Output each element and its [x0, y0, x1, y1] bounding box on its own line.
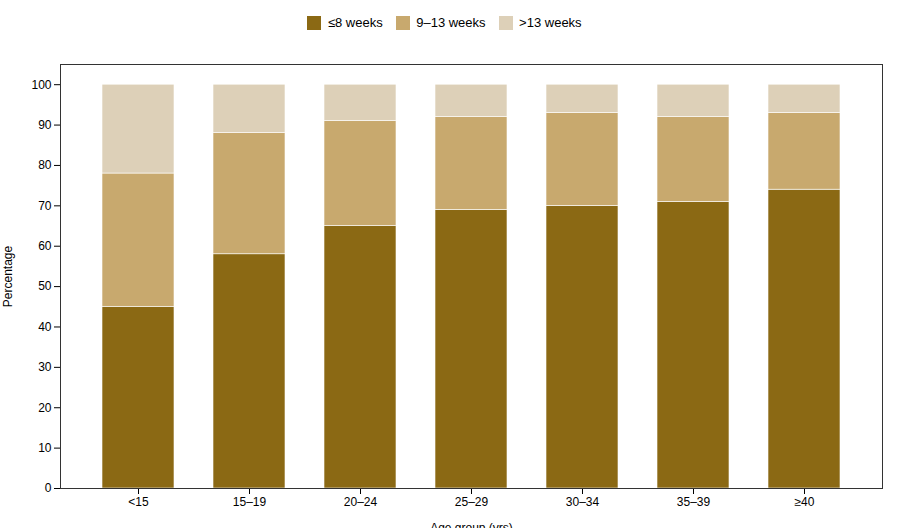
svg-text:40: 40: [38, 319, 52, 333]
svg-text:<15: <15: [128, 495, 149, 509]
svg-text:15–19: 15–19: [233, 495, 267, 509]
html-text:9–13 weeks: 9–13 weeks: [416, 15, 486, 30]
svg-text:0: 0: [45, 481, 52, 495]
svg-text:Age group (yrs): Age group (yrs): [430, 520, 513, 528]
svg-text:35–39: 35–39: [677, 495, 711, 509]
html-text:>13 weeks: >13 weeks: [519, 15, 582, 30]
svg-text:30: 30: [38, 360, 52, 374]
svg-text:80: 80: [38, 158, 52, 172]
svg-text:90: 90: [38, 117, 52, 131]
svg-text:20–24: 20–24: [344, 495, 378, 509]
svg-text:≥40: ≥40: [795, 495, 815, 509]
svg-text:25–29: 25–29: [455, 495, 489, 509]
svg-text:30–34: 30–34: [566, 495, 600, 509]
html-text:≤8 weeks: ≤8 weeks: [327, 15, 383, 30]
svg-text:50: 50: [38, 279, 52, 293]
svg-text:100: 100: [31, 77, 51, 91]
svg-text:20: 20: [38, 400, 52, 414]
svg-text:70: 70: [38, 198, 52, 212]
svg-text:Percentage: Percentage: [1, 245, 15, 307]
svg-text:60: 60: [38, 239, 52, 253]
svg-text:10: 10: [38, 440, 52, 454]
